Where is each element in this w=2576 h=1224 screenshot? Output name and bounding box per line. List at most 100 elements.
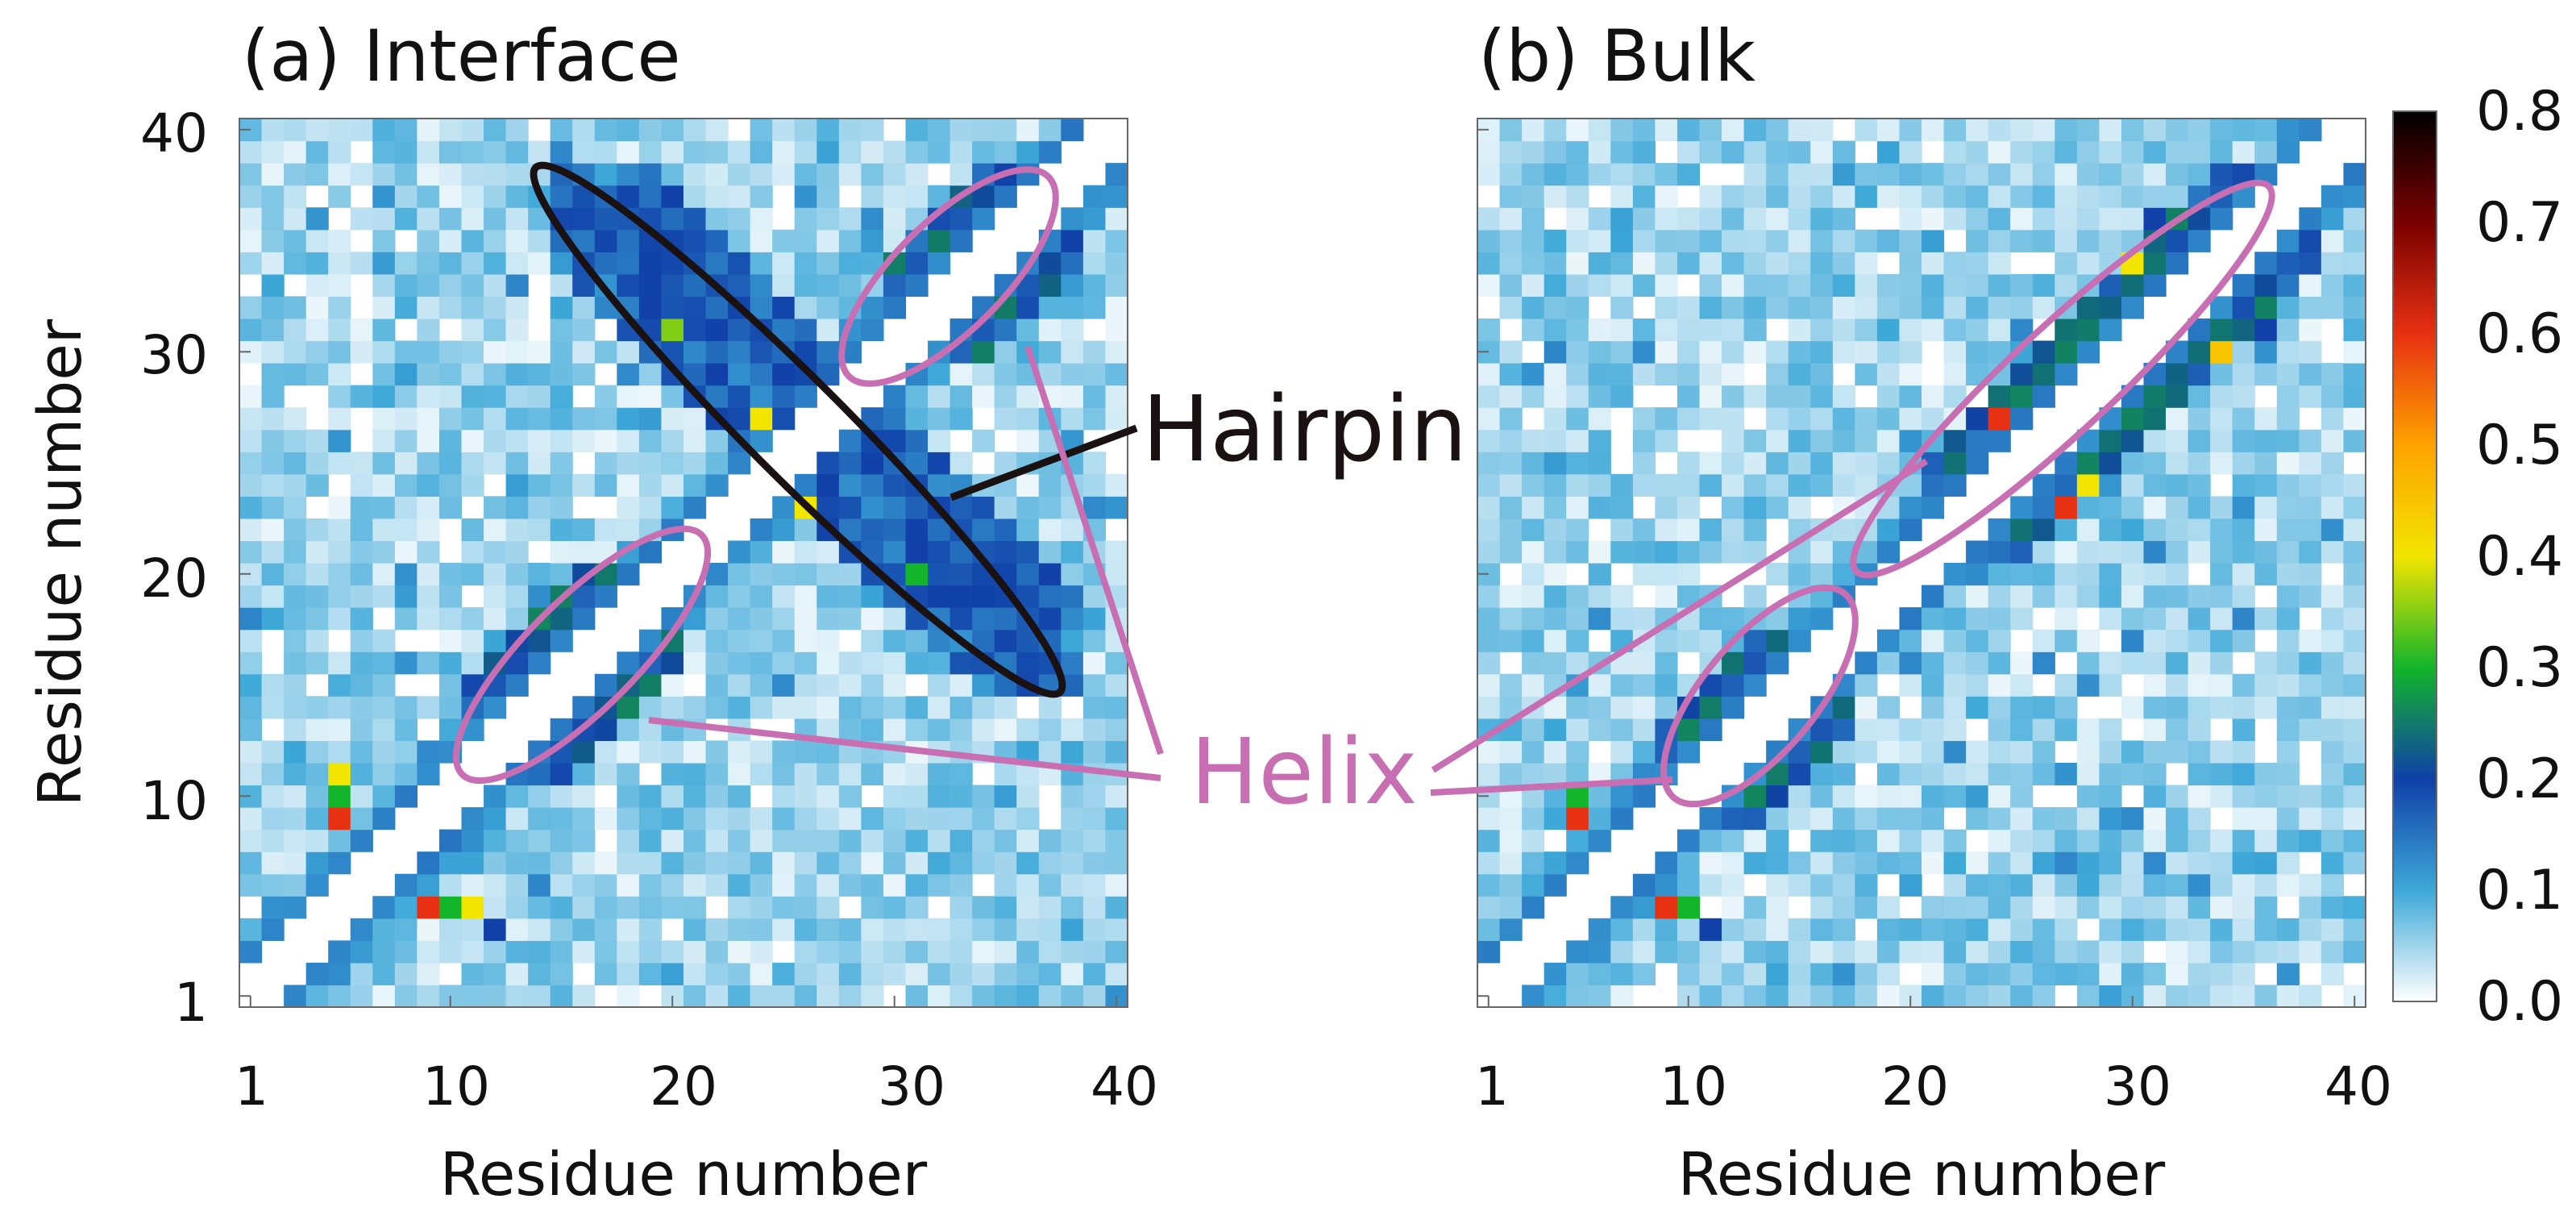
heatmap-cell: [728, 185, 751, 208]
heatmap-cell: [2055, 873, 2078, 897]
heatmap-cell: [2276, 940, 2300, 964]
heatmap-cell: [505, 496, 529, 519]
heatmap-cell: [2254, 696, 2278, 719]
heatmap-cell: [1943, 873, 1967, 897]
heatmap-cell: [2143, 496, 2167, 519]
heatmap-cell: [2099, 119, 2122, 142]
heatmap-cell: [1876, 807, 1901, 831]
heatmap-cell: [394, 940, 418, 964]
heatmap-cell: [261, 207, 285, 231]
heatmap-cell: [861, 718, 884, 741]
a-ytick-30: 30: [140, 324, 208, 386]
heatmap-cell: [928, 140, 951, 164]
heatmap-cell: [1922, 718, 1945, 741]
heatmap-cell: [2343, 585, 2366, 608]
heatmap-cell: [1832, 163, 1855, 186]
heatmap-cell: [1788, 807, 1811, 831]
heatmap-cell: [239, 762, 263, 786]
heatmap-cell: [1632, 429, 1656, 452]
heatmap-cell: [1588, 962, 1611, 986]
heatmap-cell: [1566, 607, 1589, 631]
heatmap-cell: [638, 119, 663, 142]
heatmap-cell: [1988, 807, 2011, 831]
heatmap-cell: [2166, 185, 2189, 208]
heatmap-cell: [1743, 140, 1767, 164]
heatmap-cell: [1788, 229, 1811, 252]
helix-label: Helix: [1190, 720, 1418, 825]
heatmap-cell: [661, 740, 684, 764]
heatmap-cell: [1699, 318, 1722, 342]
heatmap-cell: [2099, 807, 2122, 831]
heatmap-cell: [1788, 452, 1811, 475]
heatmap-cell: [1943, 940, 1967, 964]
hairpin-ellipse: [530, 161, 1066, 698]
heatmap-cell: [1016, 473, 1040, 497]
heatmap-cell: [928, 873, 951, 897]
heatmap-cell: [816, 985, 840, 1008]
heatmap-cell: [461, 407, 484, 431]
heatmap-cell: [550, 896, 573, 919]
heatmap-cell: [1988, 962, 2011, 986]
heatmap-cell: [928, 585, 951, 608]
heatmap-cell: [528, 629, 551, 652]
heatmap-cell: [350, 696, 373, 719]
heatmap-cell: [1788, 385, 1811, 408]
heatmap-cell: [261, 140, 285, 164]
heatmap-cell: [816, 452, 840, 475]
heatmap-cell: [1855, 452, 1878, 475]
heatmap-cell: [2210, 673, 2233, 697]
heatmap-cell: [438, 185, 463, 208]
heatmap-cell: [1699, 452, 1722, 475]
heatmap-cell: [1966, 207, 1989, 231]
heatmap-cell: [1544, 273, 1567, 297]
heatmap-cell: [261, 252, 285, 275]
heatmap-cell: [883, 518, 907, 542]
heatmap-cell: [239, 851, 263, 875]
heatmap-cell: [2232, 607, 2255, 631]
heatmap-cell: [705, 629, 729, 652]
heatmap-cell: [972, 785, 995, 808]
heatmap-cell: [1061, 962, 1084, 986]
heatmap-cell: [2232, 762, 2255, 786]
heatmap-cell: [772, 518, 796, 542]
heatmap-cell: [2276, 829, 2300, 852]
heatmap-cell: [1566, 207, 1589, 231]
heatmap-cell: [1988, 940, 2011, 964]
heatmap-cell: [1082, 407, 1107, 431]
heatmap-cell: [1499, 163, 1523, 186]
heatmap-cell: [1899, 940, 1922, 964]
heatmap-cell: [1832, 696, 1855, 719]
heatmap-cell: [261, 785, 285, 808]
heatmap-cell: [1966, 452, 1989, 475]
heatmap-cell: [2143, 851, 2167, 875]
heatmap-cell: [305, 829, 329, 852]
heatmap-cell: [1743, 185, 1767, 208]
heatmap-cell: [350, 473, 373, 497]
heatmap-cell: [816, 873, 840, 897]
heatmap-cell: [1722, 229, 1745, 252]
heatmap-cell: [728, 229, 751, 252]
heatmap-cell: [972, 496, 995, 519]
heatmap-cell: [505, 429, 529, 452]
heatmap-cell: [328, 962, 351, 986]
heatmap-cell: [2343, 385, 2366, 408]
heatmap-cell: [1722, 607, 1745, 631]
heatmap-cell: [1899, 762, 1922, 786]
heatmap-cell: [2210, 785, 2233, 808]
heatmap-cell: [594, 962, 617, 986]
heatmap-cell: [2055, 896, 2078, 919]
heatmap-cell: [2276, 518, 2300, 542]
heatmap-cell: [2099, 985, 2122, 1008]
heatmap-cell: [1766, 429, 1789, 452]
heatmap-cell: [794, 896, 817, 919]
heatmap-cell: [1477, 473, 1501, 497]
heatmap-cell: [394, 873, 418, 897]
heatmap-cell: [1655, 873, 1678, 897]
heatmap-cell: [572, 363, 596, 386]
a-xtick-30: 30: [878, 1055, 945, 1118]
heatmap-cell: [2188, 762, 2211, 786]
heatmap-cell: [2166, 896, 2189, 919]
heatmap-cell: [2320, 851, 2345, 875]
heatmap-cell: [972, 896, 995, 919]
heatmap-cell: [750, 985, 773, 1008]
